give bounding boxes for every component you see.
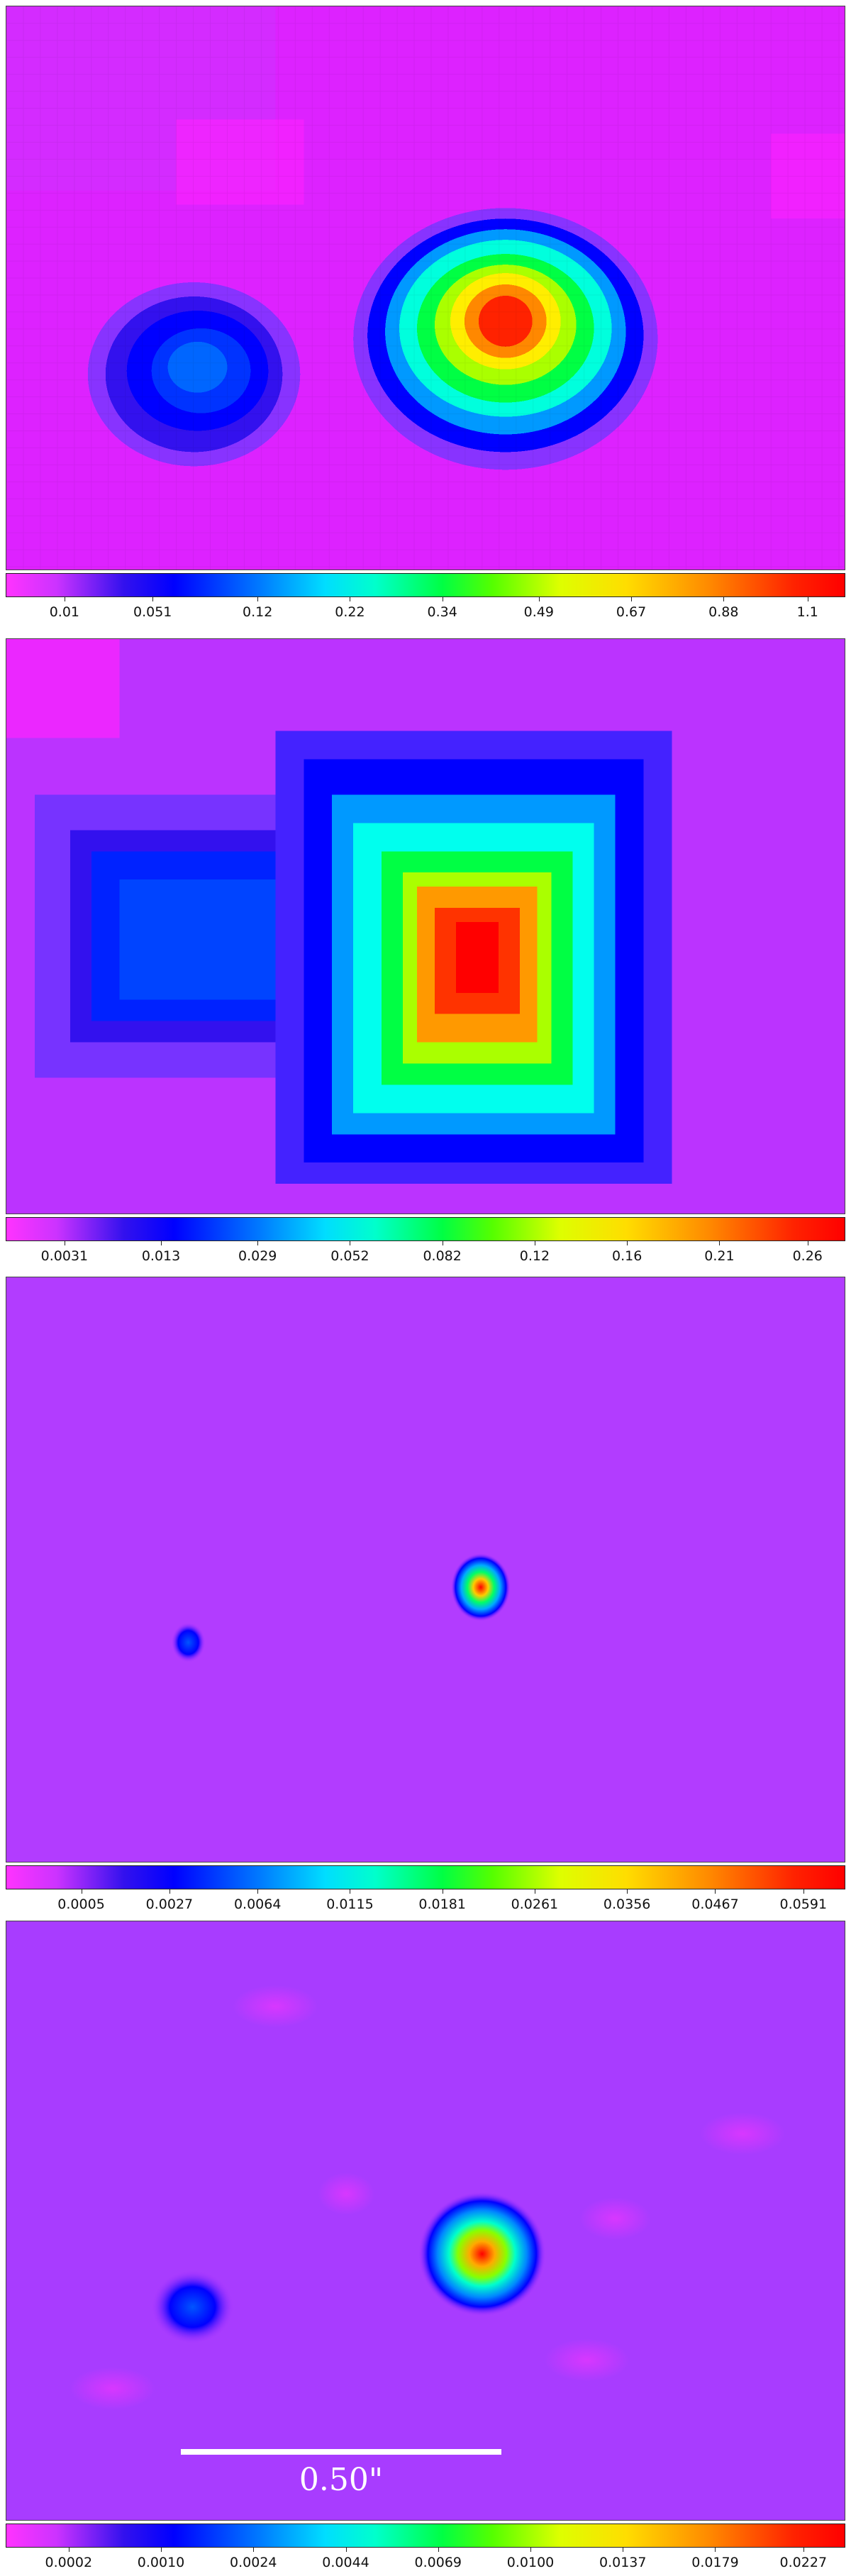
tick-label: 0.029 [238, 1248, 277, 1264]
tick-label: 0.0002 [45, 2555, 93, 2570]
tick-label: 0.0261 [511, 1897, 559, 1912]
tick-label: 0.12 [519, 1248, 550, 1264]
tick-label: 0.0044 [322, 2555, 369, 2570]
tick-label: 0.0356 [603, 1897, 651, 1912]
left-source [151, 2270, 234, 2344]
scale-bar [181, 2449, 501, 2455]
colorbar-1-ticks: 0.01 0.051 0.12 0.22 0.34 0.49 0.67 0.88… [6, 597, 845, 626]
tick-label: 0.052 [330, 1248, 369, 1264]
left-source [171, 1622, 206, 1662]
tick-label: 0.051 [133, 604, 172, 620]
image-4: 0.50" [6, 1921, 845, 2521]
tick-label: 0.0467 [691, 1897, 739, 1912]
right-source [418, 2192, 546, 2316]
tick-label: 0.67 [616, 604, 647, 620]
tick-label: 0.0179 [691, 2555, 739, 2570]
tick-label: 0.0069 [414, 2555, 462, 2570]
colorbar-4 [6, 2524, 845, 2548]
image-3 [6, 1277, 845, 1862]
tick-label: 0.88 [708, 604, 739, 620]
tick-label: 0.34 [427, 604, 457, 620]
tick-label: 0.12 [243, 604, 273, 620]
tick-label: 0.0137 [599, 2555, 647, 2570]
tick-label: 0.0027 [145, 1897, 194, 1912]
tick-label: 0.21 [704, 1248, 735, 1264]
tick-label: 0.26 [792, 1248, 823, 1264]
tick-label: 0.49 [523, 604, 554, 620]
tick-label: 0.0591 [779, 1897, 828, 1912]
tick-label: 0.082 [423, 1248, 462, 1264]
panel-4: 0.50" 0.0002 0.0010 0.0024 0.0044 0.0069… [0, 1915, 851, 2570]
tick-label: 0.0100 [506, 2555, 555, 2570]
tick-label: 0.01 [49, 604, 80, 620]
right-source [275, 731, 672, 1184]
image-1 [6, 6, 845, 570]
colorbar-4-ticks: 0.0002 0.0010 0.0024 0.0044 0.0069 0.010… [6, 2548, 845, 2576]
panel-2: 0.0031 0.013 0.029 0.052 0.082 0.12 0.16… [0, 633, 851, 1264]
tick-label: 1.1 [796, 604, 818, 620]
tick-label: 0.0064 [233, 1897, 282, 1912]
tick-label: 0.22 [335, 604, 365, 620]
colorbar-3-ticks: 0.0005 0.0027 0.0064 0.0115 0.0181 0.026… [6, 1889, 845, 1918]
image-2 [6, 638, 845, 1214]
tick-label: 0.0010 [137, 2555, 185, 2570]
scale-bar-label: 0.50" [299, 2462, 384, 2498]
tick-label: 0.0031 [40, 1248, 89, 1264]
tick-label: 0.013 [141, 1248, 181, 1264]
colorbar-1 [6, 573, 845, 597]
panel-1: 0.01 0.051 0.12 0.22 0.34 0.49 0.67 0.88… [0, 0, 851, 624]
colorbar-2-ticks: 0.0031 0.013 0.029 0.052 0.082 0.12 0.16… [6, 1241, 845, 1270]
right-source [450, 1553, 511, 1621]
colorbar-3 [6, 1865, 845, 1889]
tick-label: 0.0024 [230, 2555, 277, 2570]
tick-label: 0.0181 [418, 1897, 466, 1912]
tick-label: 0.16 [612, 1248, 643, 1264]
tick-label: 0.0005 [57, 1897, 105, 1912]
tick-label: 0.0115 [326, 1897, 374, 1912]
tick-label: 0.0227 [779, 2555, 828, 2570]
panel-3: 0.0005 0.0027 0.0064 0.0115 0.0181 0.026… [0, 1271, 851, 1912]
colorbar-2 [6, 1217, 845, 1241]
